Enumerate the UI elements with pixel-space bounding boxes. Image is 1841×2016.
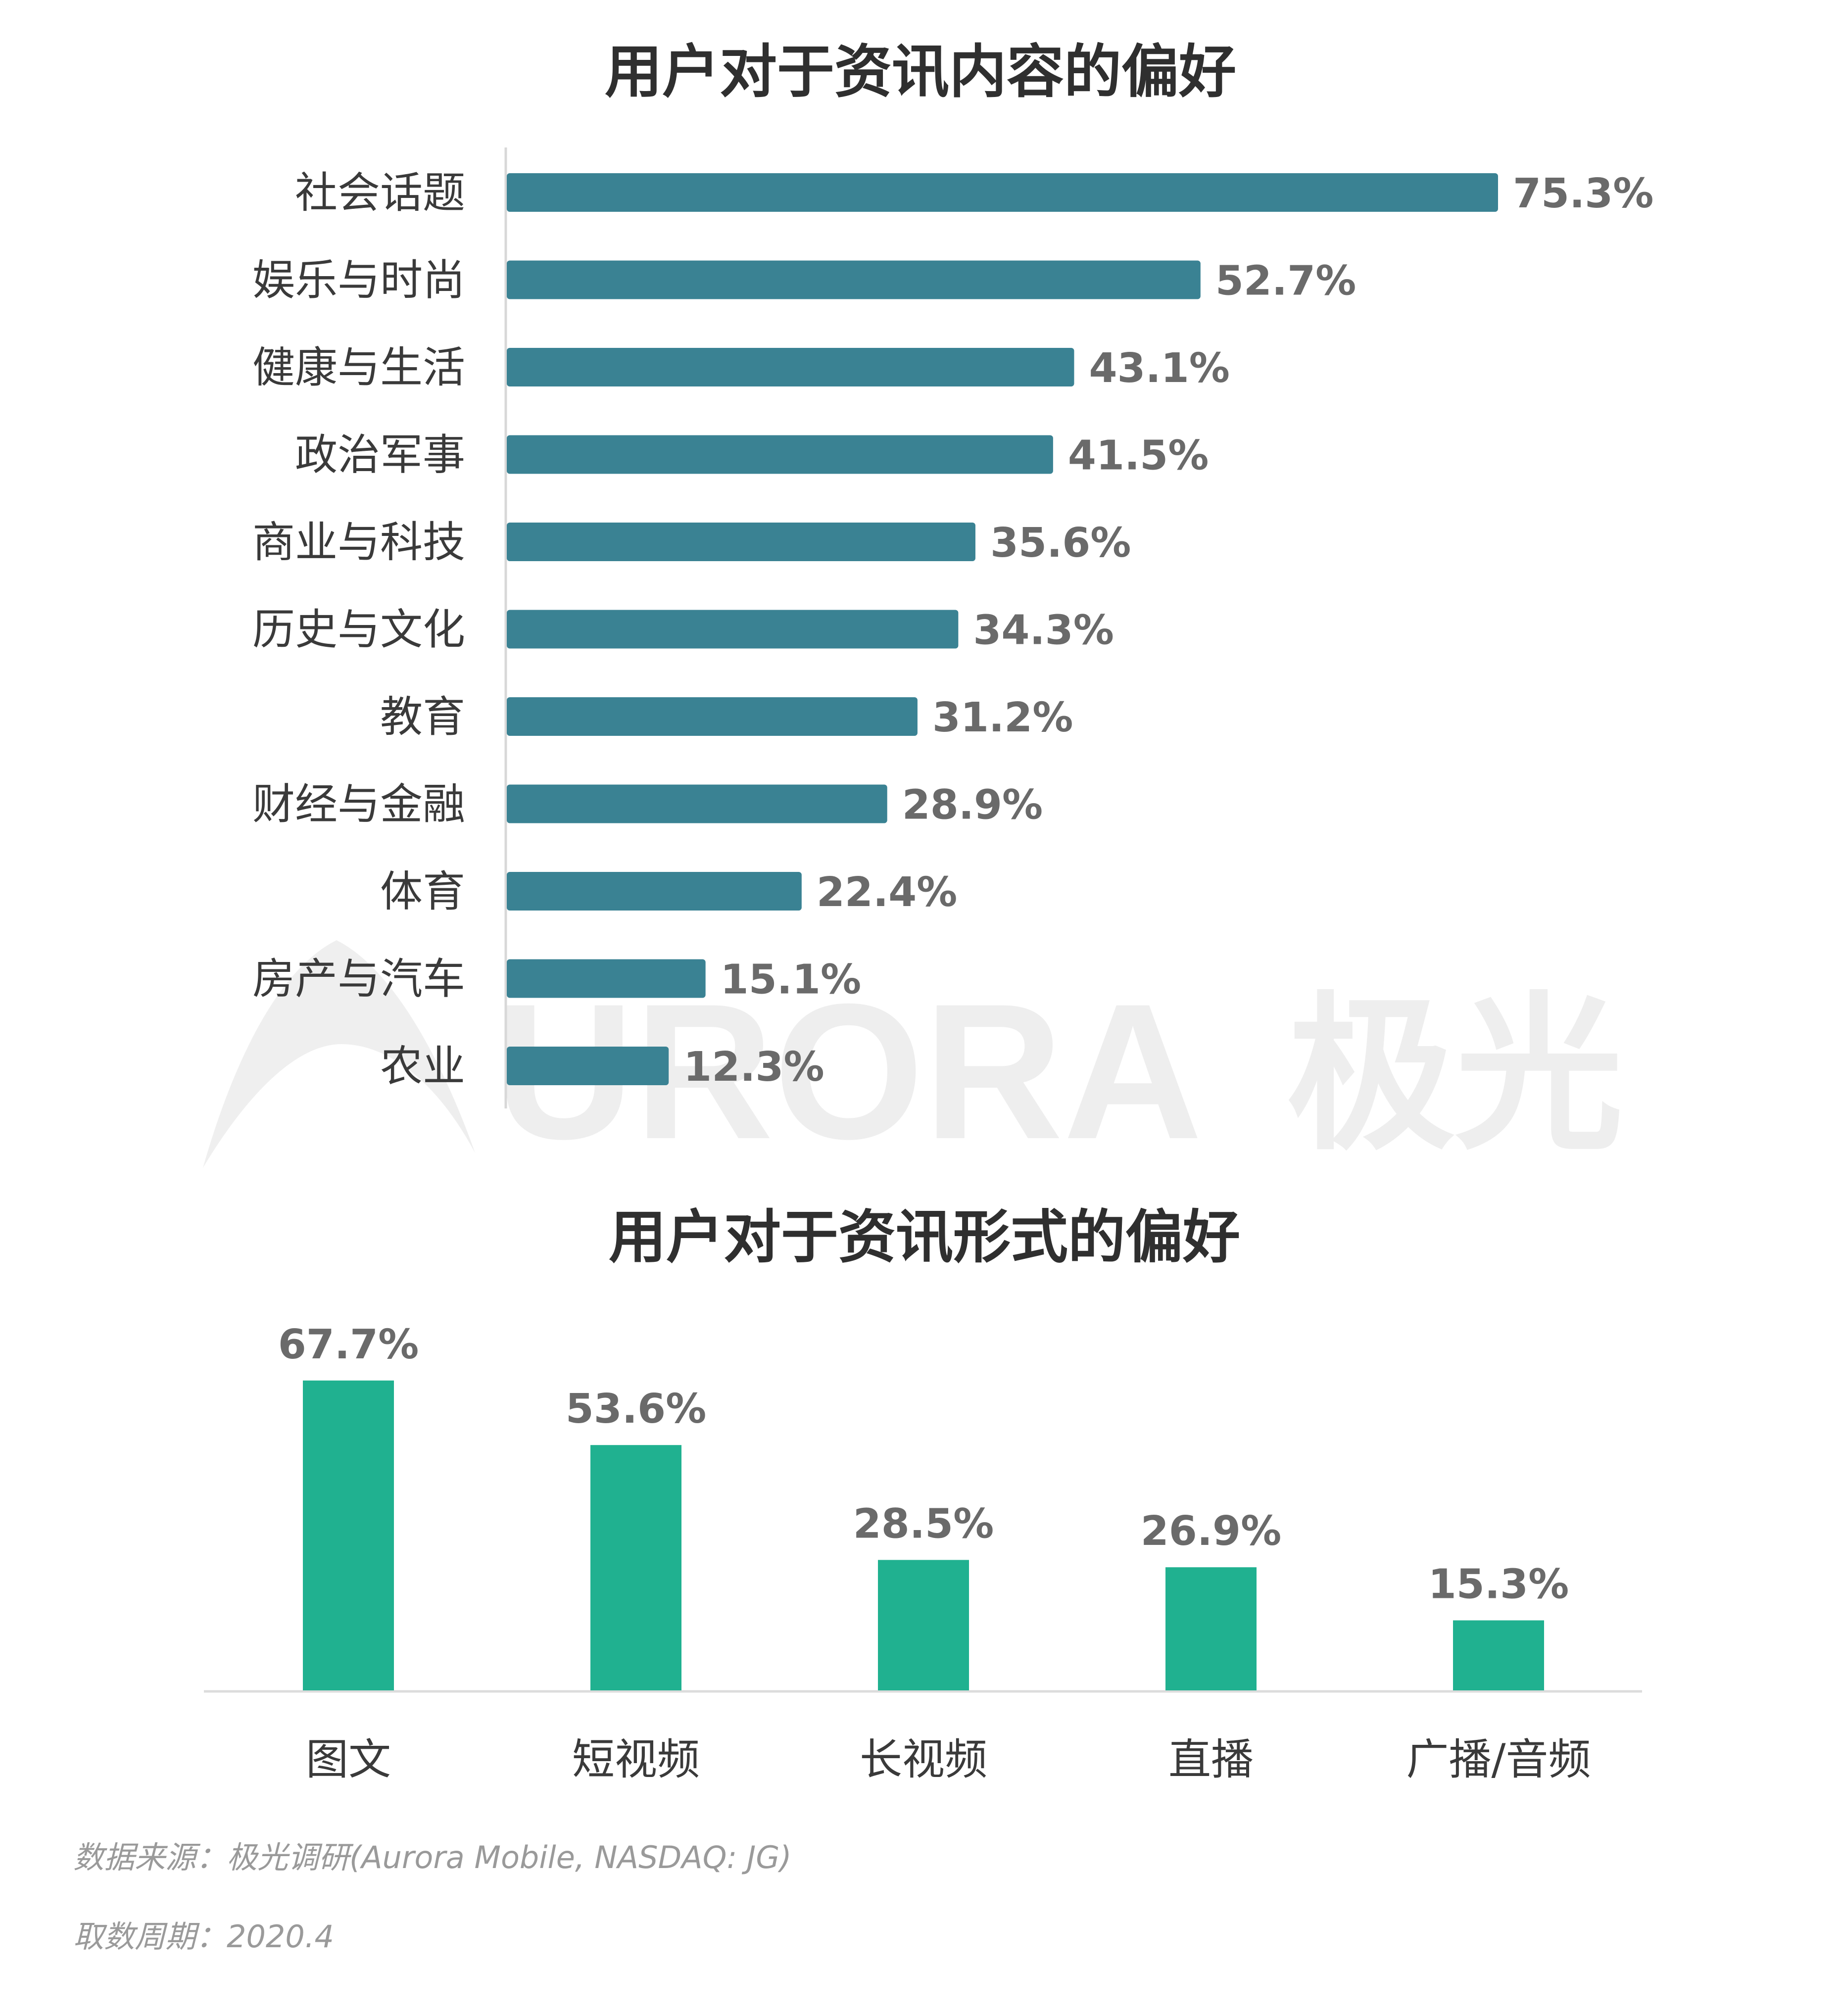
content-bar	[507, 173, 1498, 212]
format-value-label: 28.5%	[853, 1500, 994, 1547]
content-value-label: 22.4%	[817, 869, 957, 916]
content-value-label: 41.5%	[1068, 432, 1209, 480]
content-category-label: 社会话题	[295, 168, 465, 218]
content-value-label: 15.1%	[721, 957, 861, 1004]
format-bar	[1453, 1620, 1544, 1690]
aurora-logo-icon	[203, 940, 475, 1168]
format-bar	[303, 1380, 394, 1690]
content-value-label: 28.9%	[902, 782, 1043, 829]
content-category-label: 财经与金融	[252, 780, 465, 829]
content-category-label: 历史与文化	[252, 605, 465, 655]
content-value-label: 31.2%	[932, 694, 1073, 741]
content-bar	[507, 784, 887, 823]
content-category-label: 农业	[380, 1042, 465, 1091]
content-bar	[507, 435, 1053, 474]
content-bar	[507, 697, 918, 736]
chart1-title: 用户对于资讯内容的偏好	[605, 39, 1236, 105]
content-value-label: 43.1%	[1089, 345, 1229, 392]
content-bar	[507, 959, 706, 998]
format-category-label: 图文	[306, 1735, 391, 1784]
content-value-label: 12.3%	[683, 1044, 824, 1091]
watermark-cn: 极光	[1287, 977, 1623, 1173]
content-bar	[507, 260, 1201, 299]
format-category-label: 广播/音频	[1406, 1735, 1591, 1784]
content-category-label: 健康与生活	[252, 343, 465, 392]
format-value-label: 53.6%	[566, 1386, 706, 1433]
content-value-label: 35.6%	[990, 520, 1131, 567]
format-bar	[1165, 1567, 1257, 1690]
content-bar	[507, 1047, 669, 1085]
format-category-label: 直播	[1168, 1735, 1254, 1784]
watermark: URORA 极光	[203, 940, 1623, 1179]
chart2-title: 用户对于资讯形式的偏好	[609, 1204, 1240, 1271]
content-category-label: 娱乐与时尚	[252, 256, 465, 305]
content-bar	[507, 872, 802, 911]
content-category-label: 房产与汽车	[252, 955, 465, 1004]
content-category-label: 政治军事	[295, 431, 465, 480]
content-bar	[507, 523, 975, 561]
content-preference-chart: 用户对于资讯内容的偏好 社会话题 75.3% 娱乐与时尚 52.7% 健康与生活 43.1…	[252, 39, 1653, 1108]
format-bar	[878, 1560, 969, 1690]
format-value-label: 67.7%	[278, 1321, 419, 1368]
content-bar	[507, 610, 959, 649]
content-value-label: 52.7%	[1215, 258, 1356, 305]
format-category-label: 短视频	[572, 1735, 700, 1784]
content-value-label: 34.3%	[973, 607, 1114, 654]
content-category-label: 教育	[380, 692, 465, 742]
footer-period: 取数周期：2020.4	[73, 1919, 334, 1955]
content-category-label: 体育	[380, 867, 465, 916]
format-value-label: 26.9%	[1141, 1508, 1281, 1555]
content-value-label: 75.3%	[1513, 170, 1653, 217]
footer-source: 数据来源：极光调研(Aurora Mobile, NASDAQ: JG)	[73, 1839, 792, 1875]
content-category-label: 商业与科技	[252, 518, 465, 567]
format-bar	[590, 1445, 681, 1690]
format-preference-chart: 用户对于资讯形式的偏好 67.7% 图文 53.6% 短视频 28.5% 长视频 26.9%…	[204, 1204, 1642, 1784]
format-category-label: 长视频	[860, 1735, 987, 1784]
format-value-label: 15.3%	[1428, 1561, 1569, 1608]
content-bar	[507, 348, 1074, 386]
